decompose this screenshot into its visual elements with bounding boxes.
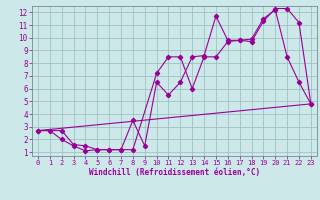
X-axis label: Windchill (Refroidissement éolien,°C): Windchill (Refroidissement éolien,°C) — [89, 168, 260, 177]
